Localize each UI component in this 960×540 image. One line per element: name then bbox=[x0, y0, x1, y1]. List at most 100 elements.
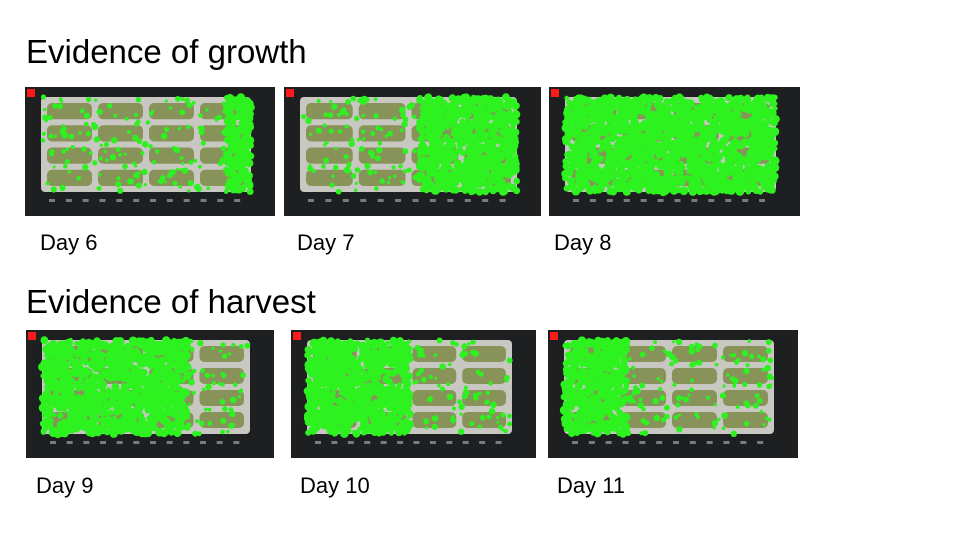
canopy-blob bbox=[323, 112, 328, 118]
canopy-blob bbox=[640, 418, 646, 424]
tray-notch bbox=[657, 199, 664, 202]
canopy-blob bbox=[351, 365, 357, 371]
canopy-blob bbox=[772, 106, 778, 111]
canopy-blob bbox=[220, 145, 227, 152]
canopy-blob bbox=[466, 122, 471, 127]
canopy-blob bbox=[730, 118, 735, 124]
canopy-blob bbox=[718, 152, 724, 158]
canopy-blob bbox=[224, 169, 232, 177]
canopy-blob bbox=[230, 396, 237, 404]
canopy-blob bbox=[189, 346, 195, 352]
canopy-blob bbox=[417, 349, 424, 356]
canopy-blob bbox=[440, 168, 449, 177]
canopy-blob bbox=[311, 168, 316, 173]
canopy-blob bbox=[70, 384, 76, 390]
canopy-blob bbox=[639, 351, 646, 358]
canopy-blob bbox=[187, 189, 191, 193]
canopy-blob bbox=[376, 146, 383, 154]
canopy-blob bbox=[342, 421, 350, 429]
canopy-blob bbox=[246, 176, 253, 183]
canopy-blob bbox=[578, 161, 584, 167]
tray-svg bbox=[286, 89, 521, 202]
canopy-blob bbox=[596, 170, 604, 179]
canopy-blob bbox=[720, 355, 725, 360]
tray-notch bbox=[49, 199, 55, 202]
canopy-blob bbox=[403, 381, 410, 389]
canopy-blob bbox=[96, 185, 102, 191]
canopy-blob bbox=[364, 162, 371, 170]
seedling-cell bbox=[672, 346, 717, 362]
canopy-blob bbox=[388, 412, 397, 421]
canopy-blob bbox=[387, 130, 393, 137]
canopy-blob bbox=[686, 168, 692, 175]
canopy-blob bbox=[477, 391, 482, 396]
canopy-blob bbox=[216, 114, 223, 121]
canopy-blob bbox=[451, 106, 459, 114]
canopy-blob bbox=[353, 188, 358, 192]
canopy-blob bbox=[159, 175, 166, 181]
canopy-blob bbox=[105, 158, 109, 162]
tray-notch bbox=[325, 199, 332, 202]
canopy-blob bbox=[98, 173, 102, 177]
canopy-blob bbox=[511, 148, 517, 154]
canopy-blob bbox=[643, 108, 648, 114]
seedling-cell bbox=[672, 368, 717, 384]
canopy-blob bbox=[67, 170, 72, 174]
canopy-blob bbox=[728, 188, 736, 195]
canopy-blob bbox=[485, 390, 490, 396]
canopy-blob bbox=[388, 175, 392, 180]
canopy-blob bbox=[177, 126, 181, 131]
canopy-blob bbox=[177, 406, 183, 412]
canopy-blob bbox=[211, 373, 215, 378]
canopy-blob bbox=[732, 142, 740, 150]
canopy-blob bbox=[219, 399, 226, 405]
canopy-blob bbox=[51, 427, 60, 435]
canopy-blob bbox=[219, 157, 226, 164]
canopy-blob bbox=[140, 151, 145, 156]
canopy-blob bbox=[346, 168, 352, 174]
canopy-blob bbox=[49, 399, 57, 407]
canopy-blob bbox=[41, 394, 51, 404]
canopy-blob bbox=[65, 147, 69, 152]
canopy-blob bbox=[616, 128, 623, 135]
canopy-blob bbox=[496, 103, 503, 110]
canopy-blob bbox=[176, 354, 183, 362]
canopy-blob bbox=[640, 120, 649, 129]
canopy-blob bbox=[612, 342, 618, 347]
canopy-blob bbox=[343, 408, 349, 415]
canopy-blob bbox=[139, 416, 146, 423]
canopy-blob bbox=[63, 164, 68, 169]
canopy-blob bbox=[589, 382, 594, 387]
canopy-blob bbox=[589, 111, 598, 120]
canopy-blob bbox=[577, 165, 584, 171]
canopy-blob bbox=[376, 338, 385, 347]
canopy-blob bbox=[641, 169, 650, 178]
canopy-blob bbox=[308, 132, 313, 136]
canopy-blob bbox=[564, 342, 571, 348]
tray-notch bbox=[133, 199, 140, 202]
canopy-blob bbox=[676, 121, 681, 126]
seedling-cell bbox=[149, 103, 194, 120]
canopy-blob bbox=[443, 133, 450, 140]
canopy-blob bbox=[407, 392, 412, 397]
canopy-blob bbox=[221, 372, 227, 378]
canopy-blob bbox=[376, 387, 384, 395]
canopy-blob bbox=[234, 151, 243, 161]
canopy-blob bbox=[244, 342, 251, 349]
tray-notch bbox=[216, 441, 223, 444]
canopy-blob bbox=[741, 350, 749, 357]
canopy-blob bbox=[608, 422, 618, 432]
canopy-blob bbox=[211, 347, 215, 350]
caption-day-7: Day 7 bbox=[297, 230, 355, 255]
canopy-blob bbox=[604, 428, 611, 436]
canopy-blob bbox=[584, 375, 590, 382]
tray-notch bbox=[757, 441, 764, 444]
canopy-blob bbox=[618, 387, 627, 396]
canopy-blob bbox=[231, 342, 236, 348]
seedling-cell bbox=[306, 169, 353, 186]
canopy-blob bbox=[758, 94, 764, 100]
canopy-blob bbox=[85, 392, 93, 400]
canopy-blob bbox=[492, 121, 501, 130]
canopy-blob bbox=[117, 399, 122, 404]
tray-notch bbox=[83, 441, 90, 444]
